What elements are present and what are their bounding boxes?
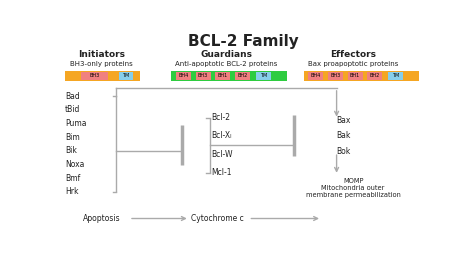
Text: Effectors: Effectors (330, 50, 376, 59)
Text: Bmf: Bmf (65, 174, 80, 183)
Text: BH3: BH3 (198, 73, 208, 78)
Text: Bax: Bax (337, 116, 351, 125)
Bar (119, 72, 133, 80)
Text: BH3: BH3 (90, 73, 100, 78)
Text: Bcl-Xₗ: Bcl-Xₗ (212, 131, 232, 140)
Bar (303, 71, 419, 81)
Bar (308, 72, 323, 80)
Bar (82, 72, 108, 80)
Text: TM: TM (392, 73, 399, 78)
Text: Cytochrome c: Cytochrome c (191, 214, 244, 223)
Text: Anti-apoptotic BCL-2 proteins: Anti-apoptotic BCL-2 proteins (175, 61, 278, 67)
Text: TM: TM (260, 73, 267, 78)
Bar (367, 72, 382, 80)
Text: Bcl-W: Bcl-W (212, 150, 233, 159)
Text: BH3-only proteins: BH3-only proteins (70, 61, 133, 67)
Text: BH1: BH1 (218, 73, 228, 78)
Text: tBid: tBid (65, 105, 80, 114)
Text: BCL-2 Family: BCL-2 Family (188, 34, 298, 49)
Text: Bax proapoptotic proteins: Bax proapoptotic proteins (308, 61, 398, 67)
Text: Bcl-2: Bcl-2 (212, 113, 231, 122)
Bar (176, 72, 191, 80)
Text: Bak: Bak (337, 131, 351, 140)
Text: Bik: Bik (65, 146, 77, 155)
Text: BH2: BH2 (237, 73, 247, 78)
Bar (235, 72, 250, 80)
Text: Bad: Bad (65, 92, 80, 101)
Text: Bim: Bim (65, 133, 80, 142)
Bar (196, 72, 210, 80)
Text: Puma: Puma (65, 119, 86, 128)
Text: Initiators: Initiators (78, 50, 125, 59)
Text: Guardians: Guardians (201, 50, 252, 59)
Text: Apoptosis: Apoptosis (82, 214, 120, 223)
Text: BH2: BH2 (370, 73, 380, 78)
Bar (256, 72, 271, 80)
Text: TM: TM (122, 73, 129, 78)
Text: Noxa: Noxa (65, 160, 84, 169)
Bar (171, 71, 287, 81)
Bar (215, 72, 230, 80)
Text: BH1: BH1 (350, 73, 360, 78)
Text: Mcl-1: Mcl-1 (212, 168, 232, 177)
Text: MOMP
Mitochondria outer
membrane permeabilization: MOMP Mitochondria outer membrane permeab… (306, 178, 401, 198)
Text: BH4: BH4 (310, 73, 321, 78)
Bar (388, 72, 403, 80)
Text: BH4: BH4 (178, 73, 189, 78)
Text: Bok: Bok (337, 147, 351, 156)
Bar (328, 72, 343, 80)
Text: Hrk: Hrk (65, 187, 78, 196)
Bar (65, 71, 140, 81)
Text: BH3: BH3 (330, 73, 340, 78)
Bar (347, 72, 363, 80)
